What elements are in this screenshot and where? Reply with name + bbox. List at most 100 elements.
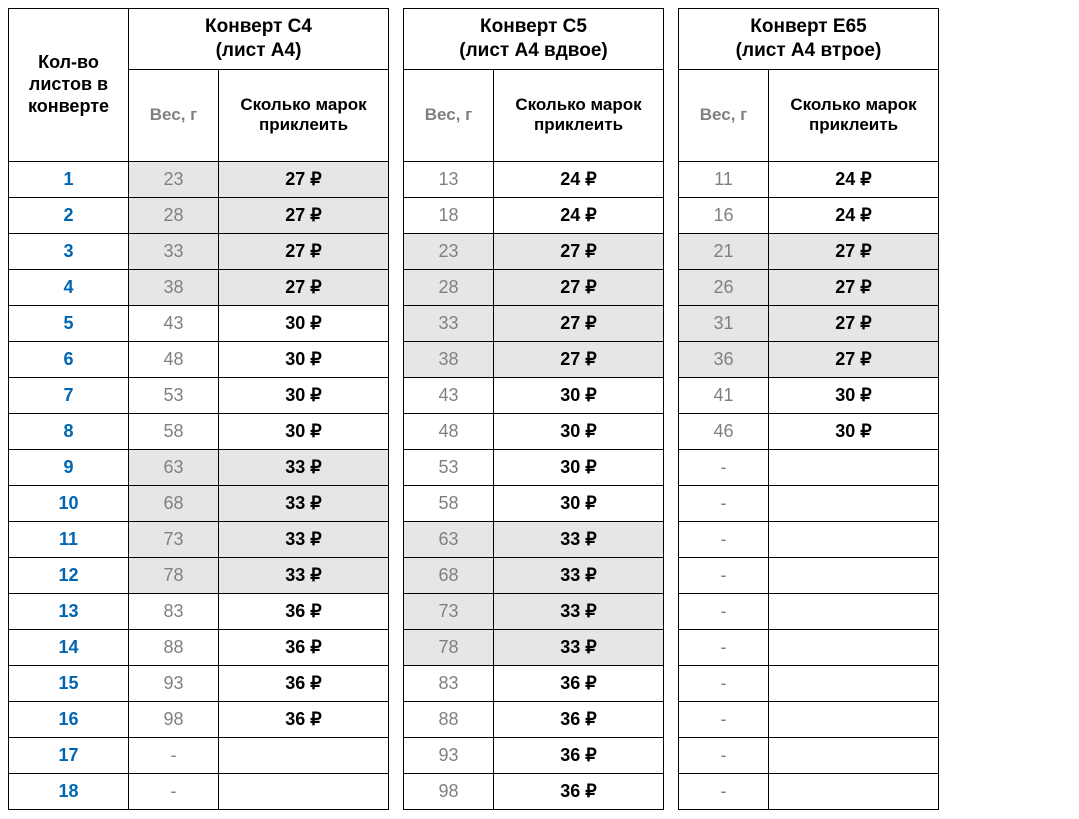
price-cell: 36 ₽ (494, 773, 664, 809)
weight-cell: 83 (129, 593, 219, 629)
weight-cell: - (679, 629, 769, 665)
table-row: 54330 ₽ (9, 305, 389, 341)
weight-cell: - (679, 593, 769, 629)
weight-cell: 11 (679, 161, 769, 197)
table-row: 1624 ₽ (679, 197, 939, 233)
table-row: 7833 ₽ (404, 629, 664, 665)
weight-cell: 48 (404, 413, 494, 449)
price-cell: 30 ₽ (494, 485, 664, 521)
table-row: 159336 ₽ (9, 665, 389, 701)
table-row: - (679, 449, 939, 485)
weight-cell: - (129, 737, 219, 773)
price-cell: 27 ₽ (494, 269, 664, 305)
table-row: 2827 ₽ (404, 269, 664, 305)
table-row: 9336 ₽ (404, 737, 664, 773)
weight-cell: 13 (404, 161, 494, 197)
price-cell: 27 ₽ (494, 341, 664, 377)
weight-cell: 31 (679, 305, 769, 341)
sheet-count-cell: 16 (9, 701, 129, 737)
table-row: 18- (9, 773, 389, 809)
weight-cell: 33 (404, 305, 494, 341)
price-cell: 30 ₽ (769, 377, 939, 413)
weight-cell: 68 (404, 557, 494, 593)
table-row: 2327 ₽ (404, 233, 664, 269)
weight-cell: - (679, 449, 769, 485)
price-cell: 24 ₽ (769, 161, 939, 197)
table-row: 1824 ₽ (404, 197, 664, 233)
table-e65: Конверт Е65 (лист А4 втрое) Вес, г Сколь… (678, 8, 939, 810)
price-cell (769, 485, 939, 521)
weight-cell: 41 (679, 377, 769, 413)
weight-cell: 28 (129, 197, 219, 233)
table-row: 2627 ₽ (679, 269, 939, 305)
table-row: 138336 ₽ (9, 593, 389, 629)
table-row: 8836 ₽ (404, 701, 664, 737)
table-row: 3327 ₽ (404, 305, 664, 341)
weight-cell: 53 (129, 377, 219, 413)
price-cell: 24 ₽ (494, 197, 664, 233)
price-cell (769, 629, 939, 665)
header-weight-e65: Вес, г (679, 69, 769, 161)
header-stamps-c4: Сколько марок приклеить (219, 69, 389, 161)
weight-cell: - (679, 737, 769, 773)
table-row: - (679, 521, 939, 557)
table-row: 4330 ₽ (404, 377, 664, 413)
table-row: 3827 ₽ (404, 341, 664, 377)
weight-cell: - (679, 485, 769, 521)
table-row: 106833 ₽ (9, 485, 389, 521)
sheet-count-cell: 17 (9, 737, 129, 773)
table-row: 22827 ₽ (9, 197, 389, 233)
table-row: - (679, 485, 939, 521)
price-cell: 33 ₽ (494, 629, 664, 665)
weight-cell: 21 (679, 233, 769, 269)
sheet-count-cell: 1 (9, 161, 129, 197)
env-title-c4: Конверт С4 (205, 16, 312, 37)
price-cell: 36 ₽ (494, 665, 664, 701)
sheet-count-cell: 10 (9, 485, 129, 521)
header-envelope-e65: Конверт Е65 (лист А4 втрое) (679, 9, 939, 70)
table-row: 64830 ₽ (9, 341, 389, 377)
sheet-count-cell: 12 (9, 557, 129, 593)
price-cell (219, 773, 389, 809)
table-row: - (679, 737, 939, 773)
table-row: 4630 ₽ (679, 413, 939, 449)
weight-cell: 93 (404, 737, 494, 773)
table-row: 17- (9, 737, 389, 773)
weight-cell: 58 (129, 413, 219, 449)
table-row: 3627 ₽ (679, 341, 939, 377)
price-cell: 30 ₽ (494, 413, 664, 449)
table-row: - (679, 701, 939, 737)
tables-container: Кол-во листов в конверте Конверт С4 (лис… (8, 8, 1071, 810)
price-cell: 27 ₽ (219, 269, 389, 305)
env-subtitle-c5: (лист А4 вдвое) (459, 40, 607, 61)
weight-cell: 58 (404, 485, 494, 521)
sheet-count-cell: 11 (9, 521, 129, 557)
table-row: 5830 ₽ (404, 485, 664, 521)
table-row: 127833 ₽ (9, 557, 389, 593)
table-row: 5330 ₽ (404, 449, 664, 485)
sheet-count-cell: 13 (9, 593, 129, 629)
table-row: 9836 ₽ (404, 773, 664, 809)
price-cell: 24 ₽ (494, 161, 664, 197)
price-cell: 36 ₽ (219, 629, 389, 665)
weight-cell: 46 (679, 413, 769, 449)
price-cell: 33 ₽ (219, 521, 389, 557)
price-cell: 24 ₽ (769, 197, 939, 233)
weight-cell: 43 (404, 377, 494, 413)
price-cell: 27 ₽ (769, 269, 939, 305)
table-c4: Кол-во листов в конверте Конверт С4 (лис… (8, 8, 389, 810)
sheet-count-cell: 7 (9, 377, 129, 413)
weight-cell: 88 (404, 701, 494, 737)
price-cell: 27 ₽ (769, 233, 939, 269)
sheet-count-cell: 3 (9, 233, 129, 269)
weight-cell: 38 (404, 341, 494, 377)
header-envelope-c4: Конверт С4 (лист А4) (129, 9, 389, 70)
table-row: 12327 ₽ (9, 161, 389, 197)
price-cell: 33 ₽ (219, 449, 389, 485)
env-title-c5: Конверт С5 (480, 16, 587, 37)
sheet-count-cell: 15 (9, 665, 129, 701)
price-cell: 27 ₽ (494, 305, 664, 341)
weight-cell: 78 (129, 557, 219, 593)
sheet-count-cell: 6 (9, 341, 129, 377)
price-cell: 30 ₽ (769, 413, 939, 449)
